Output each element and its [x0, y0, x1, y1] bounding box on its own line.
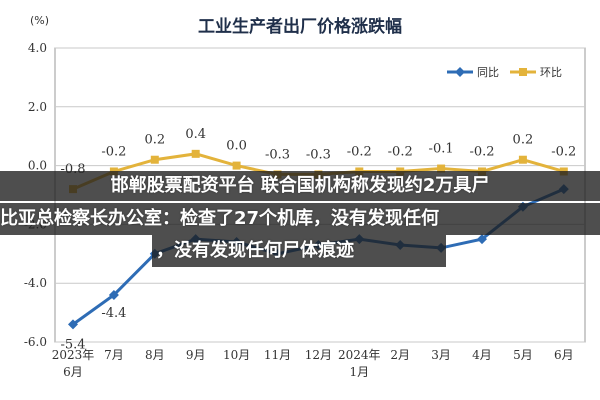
- data-point: [232, 161, 241, 170]
- x-tick-label: 9月: [186, 348, 206, 362]
- data-point: [68, 319, 78, 330]
- data-label: 0.0: [226, 139, 247, 154]
- y-tick-label: 4.0: [28, 41, 47, 55]
- x-tick-label: 2023年: [52, 348, 95, 362]
- data-label: -0.2: [101, 144, 126, 159]
- x-tick-label: 6月: [63, 365, 83, 379]
- x-tick-label: 11月: [264, 348, 291, 362]
- data-label: -5.4: [60, 337, 85, 352]
- y-axis-label: (%): [30, 14, 49, 27]
- legend-box: [438, 61, 570, 83]
- legend-swatch-marker: [455, 67, 465, 77]
- data-point: [437, 164, 446, 173]
- data-label: 0.2: [144, 133, 165, 148]
- data-point: [191, 149, 200, 158]
- legend-label: 同比: [477, 66, 499, 79]
- x-tick-label: 5月: [513, 348, 533, 362]
- y-tick-label: 2.0: [28, 100, 47, 114]
- data-label: 0.4: [185, 127, 206, 142]
- data-label: -0.2: [469, 144, 494, 159]
- overlay-caption-line-1: 邯郸股票配资平台 联合国机构称发现约2万具尸: [0, 171, 600, 201]
- y-tick-label: -4.0: [24, 276, 47, 290]
- legend-label: 环比: [540, 66, 562, 79]
- x-tick-label: 4月: [472, 348, 492, 362]
- x-tick-label: 6月: [554, 348, 574, 362]
- x-tick-label: 12月: [305, 348, 332, 362]
- data-label: 0.2: [513, 133, 534, 148]
- overlay-caption-line-2: 比亚总检察长办公室：检查了27个机库，没有发现任何: [0, 203, 600, 235]
- data-label: -0.2: [551, 144, 576, 159]
- data-point: [477, 234, 487, 245]
- data-label: -0.2: [388, 144, 413, 159]
- y-tick-label: 0.0: [28, 159, 47, 173]
- legend-swatch-marker: [519, 68, 527, 76]
- overlay-caption-line-3: ，没有发现任何尸体痕迹: [152, 235, 446, 267]
- data-point: [518, 155, 527, 164]
- data-label: -0.3: [306, 147, 331, 162]
- x-tick-label: 8月: [145, 348, 165, 362]
- x-tick-label: 7月: [104, 348, 124, 362]
- data-label: -0.1: [429, 142, 454, 157]
- data-label: -4.4: [101, 306, 126, 321]
- data-point: [108, 289, 119, 300]
- x-tick-label: 10月: [223, 348, 250, 362]
- x-tick-label: 2月: [390, 348, 410, 362]
- chart-title: 工业生产者出厂价格涨跌幅: [198, 16, 402, 37]
- x-tick-label: 3月: [431, 348, 451, 362]
- x-tick-label: 1月: [349, 365, 369, 379]
- data-label: -0.3: [265, 147, 290, 162]
- y-tick-label: -6.0: [24, 335, 47, 349]
- data-label: -0.2: [347, 144, 372, 159]
- data-point: [150, 155, 159, 164]
- x-tick-label: 2024年: [338, 348, 381, 362]
